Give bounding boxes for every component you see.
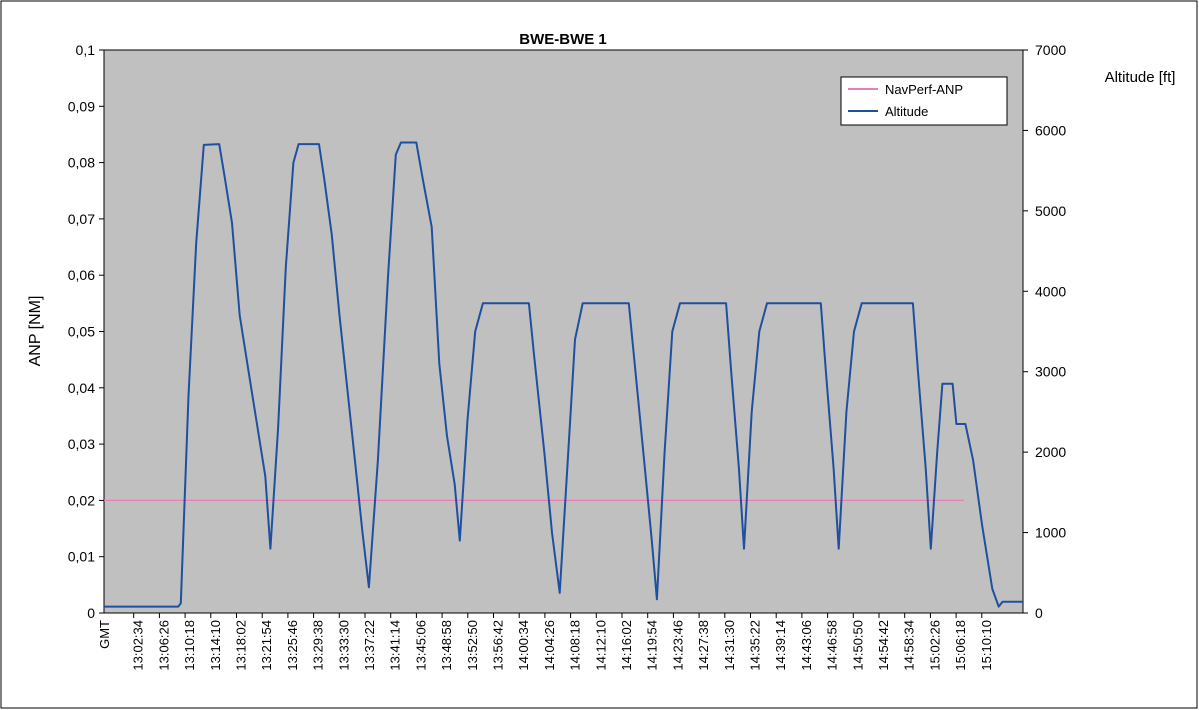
x-tick-label: 14:39:14 bbox=[773, 620, 788, 671]
x-tick-label: 13:21:54 bbox=[259, 620, 274, 671]
y-tick-label: 0,05 bbox=[68, 324, 95, 340]
y2-tick-label: 0 bbox=[1035, 605, 1043, 621]
y-tick-label: 0,08 bbox=[68, 155, 95, 171]
x-tick-label: 13:18:02 bbox=[234, 620, 249, 671]
x-tick-label: 14:23:46 bbox=[670, 620, 685, 671]
y-tick-label: 0,04 bbox=[68, 380, 95, 396]
x-tick-label: 13:14:10 bbox=[208, 620, 223, 671]
x-tick-label: 13:25:46 bbox=[285, 620, 300, 671]
y2-tick-label: 2000 bbox=[1035, 444, 1066, 460]
x-axis-unit-label: GMT bbox=[97, 620, 112, 649]
x-tick-label: 13:33:30 bbox=[336, 620, 351, 671]
x-tick-label: 14:43:06 bbox=[799, 620, 814, 671]
x-tick-label: 13:41:14 bbox=[388, 620, 403, 671]
x-tick-label: 13:29:38 bbox=[311, 620, 326, 671]
y2-axis-title: Altitude [ft] bbox=[1105, 69, 1176, 86]
y-tick-label: 0,09 bbox=[68, 98, 95, 114]
y-tick-label: 0,1 bbox=[76, 42, 96, 58]
y2-tick-label: 5000 bbox=[1035, 203, 1066, 219]
x-tick-label: 14:19:54 bbox=[645, 620, 660, 671]
y-axis-title: ANP [NM] bbox=[27, 296, 44, 367]
x-tick-label: 14:31:30 bbox=[722, 620, 737, 671]
y-tick-label: 0 bbox=[87, 605, 95, 621]
y-tick-label: 0,07 bbox=[68, 211, 95, 227]
chart-title: BWE-BWE 1 bbox=[519, 31, 607, 48]
x-tick-label: 14:04:26 bbox=[542, 620, 557, 671]
x-tick-label: 13:48:58 bbox=[439, 620, 454, 671]
series-line-altitude bbox=[104, 141, 1023, 608]
y-tick-label: 0,06 bbox=[68, 267, 95, 283]
legend-label-navperf-anp: NavPerf-ANP bbox=[885, 82, 963, 97]
x-tick-label: 14:50:50 bbox=[850, 620, 865, 671]
legend-box bbox=[840, 76, 1008, 126]
x-tick-label: 14:46:58 bbox=[825, 620, 840, 671]
y2-tick-label: 7000 bbox=[1035, 42, 1066, 58]
y-tick-label: 0,02 bbox=[68, 492, 95, 508]
x-tick-label: 15:02:26 bbox=[927, 620, 942, 671]
x-tick-label: 14:16:02 bbox=[619, 620, 634, 671]
x-tick-label: 15:06:18 bbox=[953, 620, 968, 671]
x-tick-label: 13:06:26 bbox=[156, 620, 171, 671]
x-axis: 13:02:34 13:06:26 13:10:18 13:14:10 13:18:02… bbox=[131, 613, 994, 671]
x-tick-label: 13:37:22 bbox=[362, 620, 377, 671]
x-tick-label: 13:45:06 bbox=[413, 620, 428, 671]
x-tick-label: 13:56:42 bbox=[491, 620, 506, 671]
y-tick-label: 0,03 bbox=[68, 436, 95, 452]
x-tick-label: 14:54:42 bbox=[876, 620, 891, 671]
x-tick-label: 14:08:18 bbox=[568, 620, 583, 671]
x-tick-label: 13:10:18 bbox=[182, 620, 197, 671]
y2-tick-label: 4000 bbox=[1035, 283, 1066, 299]
y2-axis: 0 1000 2000 3000 4000 5000 6000 7000 bbox=[1023, 42, 1066, 621]
x-tick-label: 14:58:34 bbox=[902, 620, 917, 671]
legend: NavPerf-ANP Altitude bbox=[840, 76, 1008, 126]
y2-tick-label: 3000 bbox=[1035, 364, 1066, 380]
y2-tick-label: 1000 bbox=[1035, 525, 1066, 541]
y-axis: 0 0,01 0,02 0,03 0,04 0,05 0,06 0,07 0,08 0,09 0,1 bbox=[68, 42, 104, 621]
y2-tick-label: 6000 bbox=[1035, 122, 1066, 138]
legend-label-altitude: Altitude bbox=[885, 104, 928, 119]
y-tick-label: 0,01 bbox=[68, 549, 95, 565]
x-tick-label: 14:35:22 bbox=[748, 620, 763, 671]
x-tick-label: 14:12:10 bbox=[593, 620, 608, 671]
x-tick-label: 13:02:34 bbox=[131, 620, 146, 671]
x-tick-label: 15:10:10 bbox=[979, 620, 994, 671]
series-layer bbox=[104, 141, 1023, 608]
x-tick-label: 14:27:38 bbox=[696, 620, 711, 671]
x-tick-label: 13:52:50 bbox=[465, 620, 480, 671]
x-tick-label: 14:00:34 bbox=[516, 620, 531, 671]
